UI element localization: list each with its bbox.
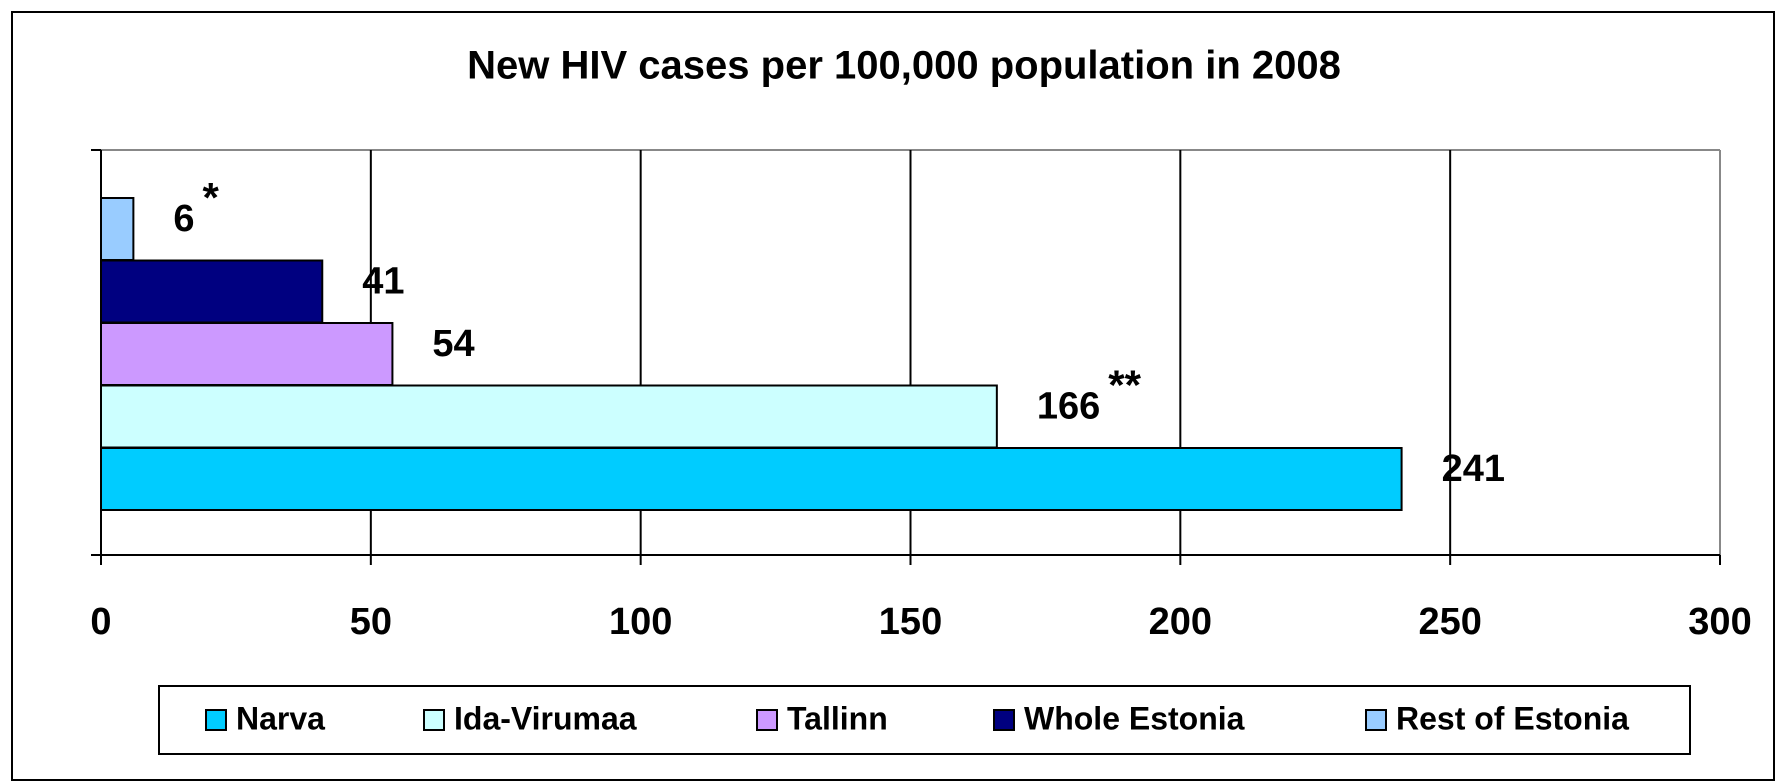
legend-label: Rest of Estonia (1396, 700, 1629, 736)
bar (100, 259, 324, 324)
bar (100, 447, 1403, 511)
annotation: ** (1108, 362, 1141, 409)
bar (100, 322, 394, 386)
legend-swatch (1365, 709, 1387, 731)
x-tick-label: 200 (1149, 601, 1212, 643)
x-tick-label: 100 (609, 601, 672, 643)
bar (100, 197, 135, 261)
data-label: 41 (362, 261, 404, 303)
legend-label: Narva (236, 700, 325, 736)
legend-swatch (423, 709, 445, 731)
data-label: 241 (1442, 448, 1505, 490)
annotation: * (203, 174, 220, 221)
x-tick-label: 50 (350, 601, 392, 643)
legend-box (158, 685, 1691, 755)
x-tick-label: 250 (1418, 601, 1481, 643)
legend-label: Whole Estonia (1024, 700, 1245, 736)
x-tick-label: 300 (1688, 601, 1751, 643)
x-tick-label: 150 (879, 601, 942, 643)
data-label: 6 (173, 198, 194, 240)
data-label: 166 (1037, 386, 1100, 428)
chart-title: New HIV cases per 100,000 population in … (467, 44, 1341, 88)
bar (100, 384, 998, 449)
x-tick-label: 0 (90, 601, 111, 643)
legend-swatch (756, 709, 778, 731)
legend-label: Ida-Virumaa (454, 700, 637, 736)
data-label: 54 (432, 323, 474, 365)
legend-label: Tallinn (787, 700, 888, 736)
legend-swatch (993, 709, 1015, 731)
legend-swatch (205, 709, 227, 731)
